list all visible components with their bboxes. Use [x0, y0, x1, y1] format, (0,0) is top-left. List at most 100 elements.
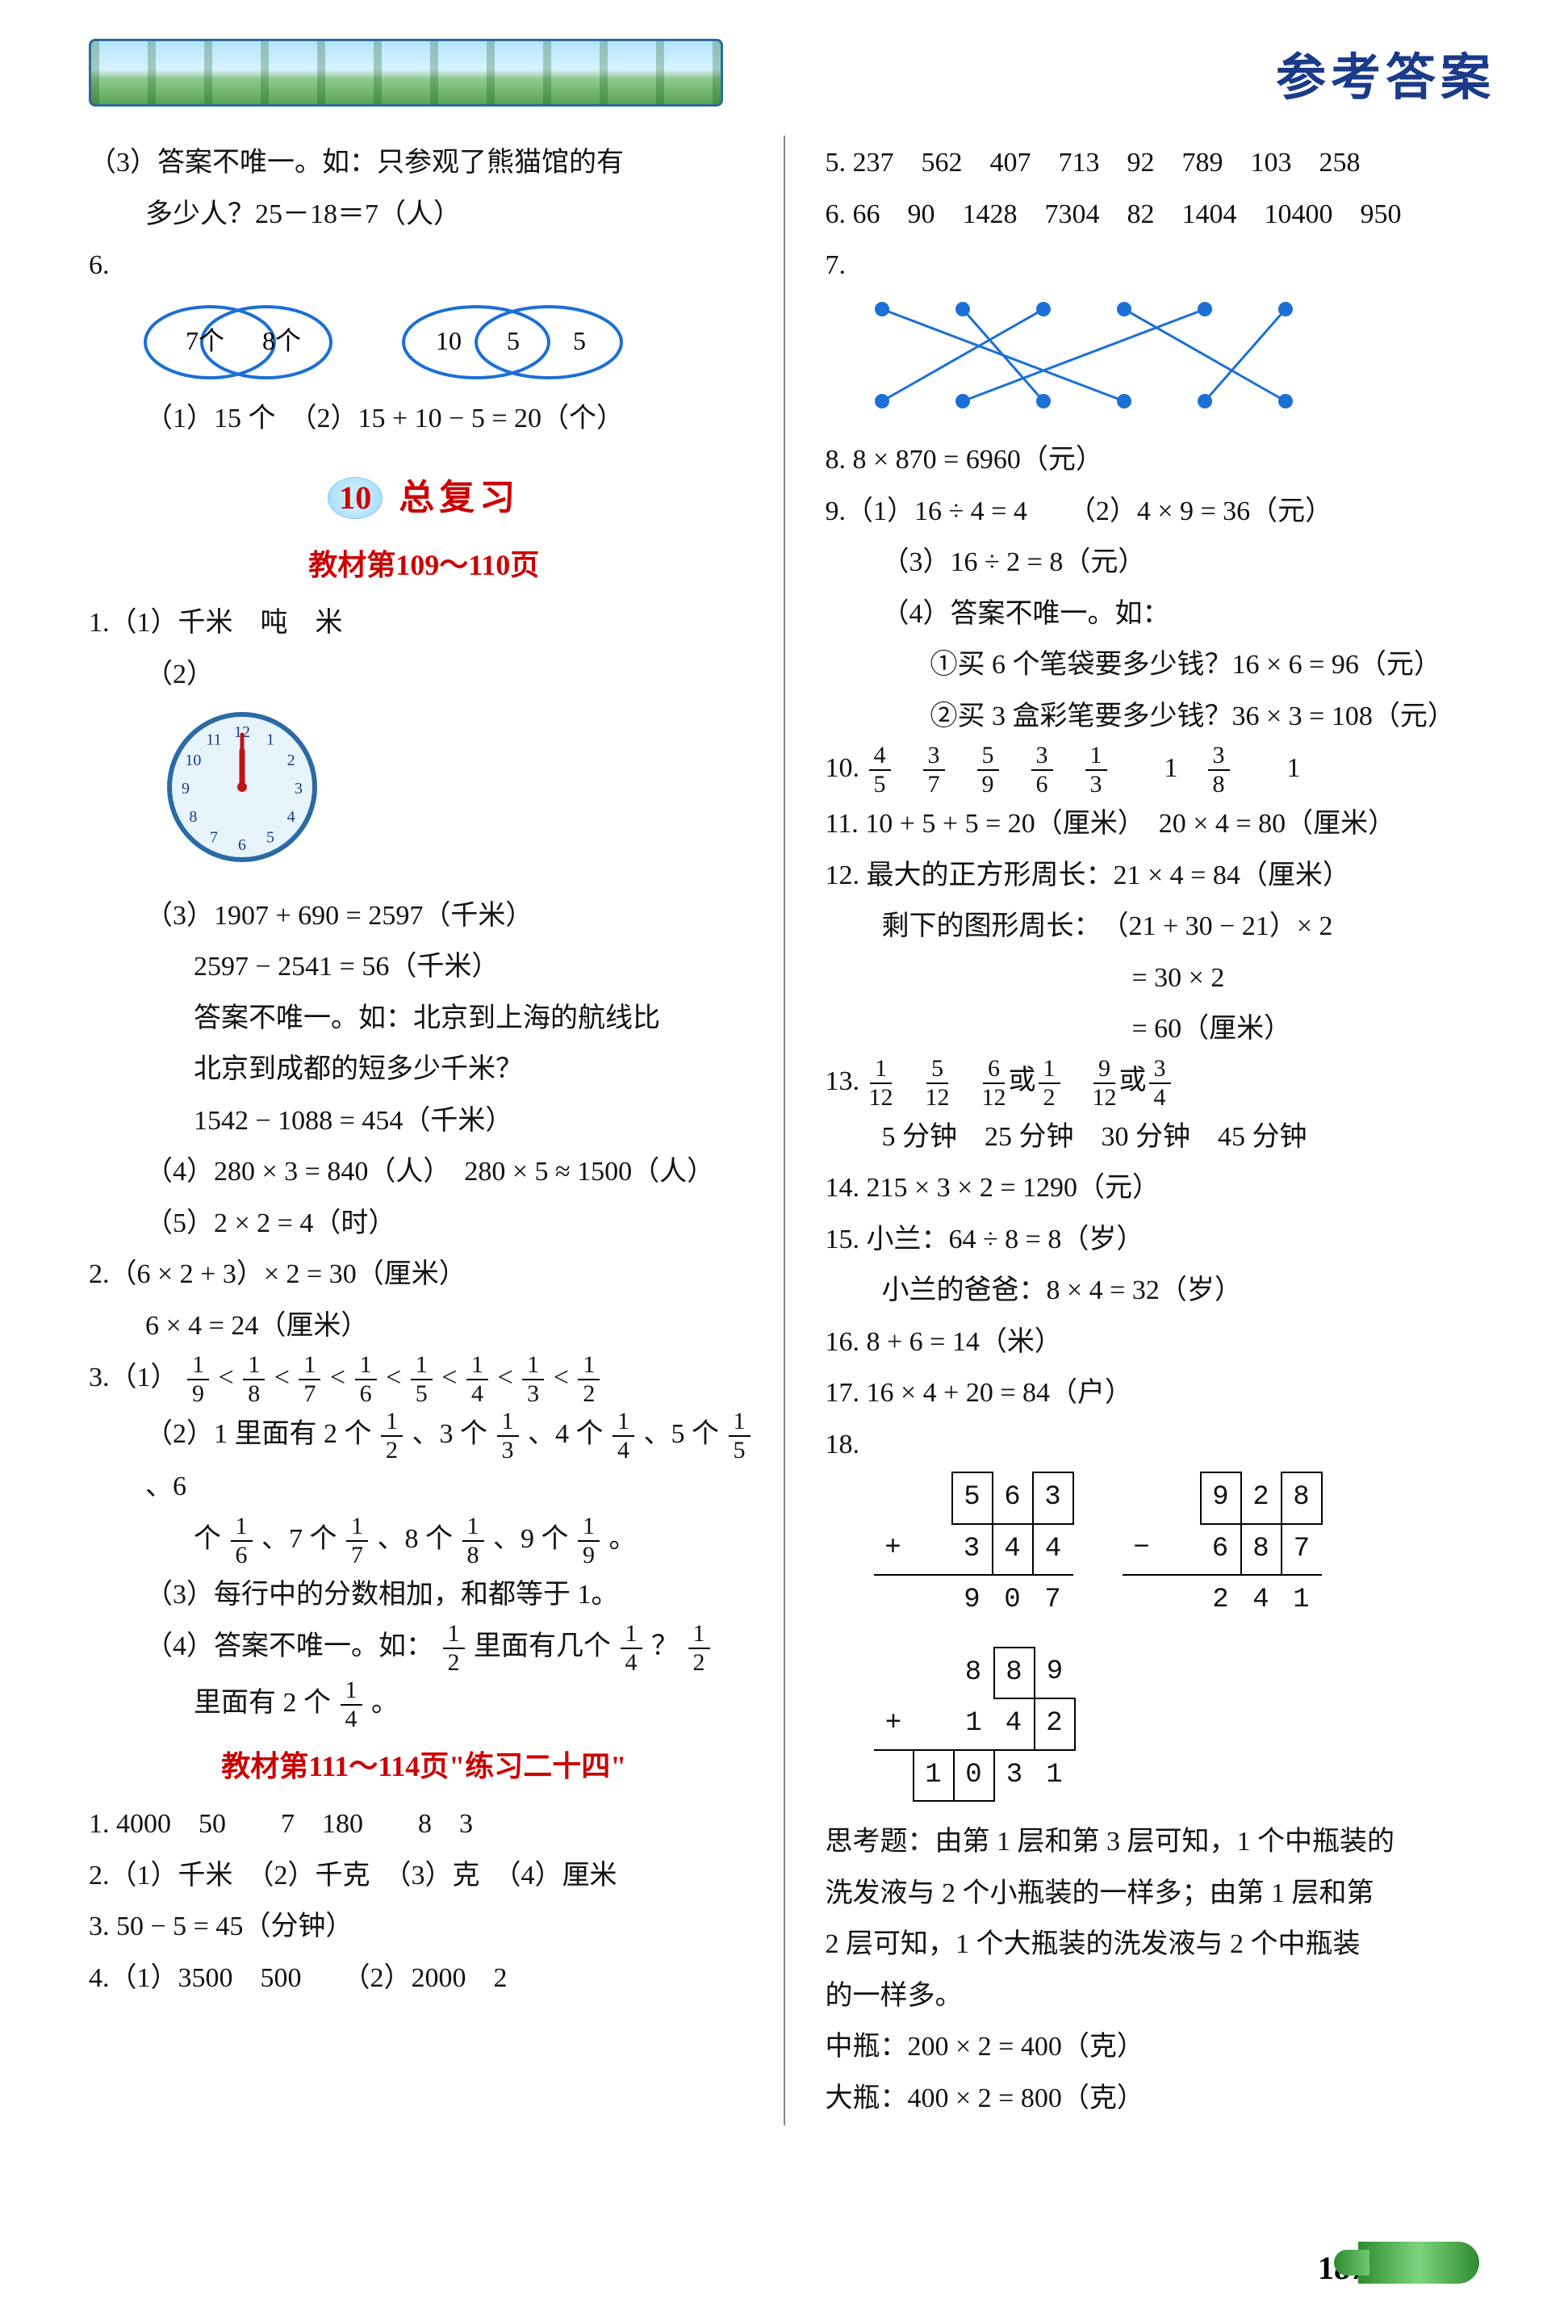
text: 2.（6 × 2 + 3）× 2 = 30（厘米） — [89, 1250, 759, 1299]
fraction: 12 — [381, 1409, 403, 1463]
text: 14. 215 × 3 × 2 = 1290（元） — [826, 1164, 1496, 1212]
fraction: 17 — [299, 1353, 320, 1406]
text: 1. 4000 50 7 180 8 3 — [89, 1800, 759, 1849]
text: 6. 66 90 1428 7304 82 1404 10400 950 — [826, 191, 1496, 239]
label: 13. — [826, 1066, 860, 1095]
fraction-sequence: 19 < 18 < 17 < 16 < 15 < 14 < 13 < 12 — [185, 1363, 602, 1392]
text: 11. 10 + 5 + 5 = 20（厘米） 20 × 4 = 80（厘米） — [826, 800, 1496, 848]
text: 1.（1）千米 吨 米 — [89, 599, 759, 647]
fraction: 17 — [346, 1514, 368, 1568]
fraction: 13 — [1085, 743, 1107, 797]
text: 3. 50 − 5 = 45（分钟） — [89, 1903, 759, 1951]
label: 10. — [826, 753, 860, 783]
text: （4）答案不唯一。如： — [826, 590, 1496, 639]
section-title: 总复习 — [399, 467, 520, 529]
text: = 30 × 2 — [826, 954, 1496, 1003]
svg-text:8: 8 — [189, 808, 197, 826]
arithmetic-c: 889+1421031 — [874, 1647, 1076, 1803]
text: 1542 − 1088 = 454（千米） — [89, 1097, 759, 1145]
text: 大瓶：400 × 2 = 800（克） — [826, 2075, 1496, 2123]
text: （2） — [89, 651, 759, 699]
text: 5 分钟 25 分钟 30 分钟 45 分钟 — [826, 1113, 1496, 1162]
svg-text:7: 7 — [210, 829, 218, 847]
text: 2.（1）千米 （2）千克 （3）克 （4）厘米 — [89, 1852, 759, 1900]
arithmetic-block-row1: 563+344907 928−687241 — [874, 1472, 1496, 1626]
text: 北京到成都的短多少千米？ — [89, 1045, 759, 1094]
label: 3.（1） — [89, 1363, 178, 1392]
text: 17. 16 × 4 + 20 = 84（户） — [826, 1369, 1496, 1417]
fraction: 19 — [578, 1514, 600, 1568]
fraction: 38 — [1208, 743, 1230, 797]
text: 答案不唯一。如：北京到上海的航线比 — [89, 995, 759, 1043]
fraction: 14 — [341, 1678, 362, 1731]
text: 洗发液与 2 个小瓶装的一样多；由第 1 层和第 — [826, 1870, 1496, 1918]
text: 。 — [371, 1688, 399, 1718]
text: （5）2 × 2 = 4（时） — [89, 1200, 759, 1248]
fraction: 18 — [243, 1353, 265, 1406]
text: （3）1907 + 690 = 2597（千米） — [89, 892, 759, 940]
text: （1）15 个 （2）15 + 10 − 5 = 20（个） — [89, 395, 759, 443]
fraction: 112 — [869, 1057, 893, 1110]
venn2-c: 5 — [573, 326, 586, 355]
fraction: 13 — [497, 1409, 519, 1463]
svg-text:4: 4 — [287, 808, 295, 826]
text: 个 — [194, 1523, 221, 1553]
fraction: 16 — [231, 1514, 253, 1568]
text: 。 — [609, 1523, 637, 1553]
venn2-b: 5 — [507, 326, 520, 355]
fraction-list: 45 37 59 36 13 1 38 1 — [867, 753, 1301, 783]
text: 18. — [826, 1421, 1496, 1469]
text: 剩下的图形周长： （21 + 30 − 21）× 2 — [826, 902, 1496, 951]
fraction: 45 — [869, 743, 891, 797]
fraction-row-2a: （2）1 里面有 2 个 12 、3 个 13 、4 个 14 、5 个 15 … — [89, 1409, 759, 1511]
text: （3）16 ÷ 2 = 8（元） — [826, 538, 1496, 587]
text: 、9 个 — [493, 1523, 569, 1553]
fraction: 59 — [977, 743, 999, 797]
text: 思考题：由第 1 层和第 3 层可知，1 个中瓶装的 — [826, 1818, 1496, 1866]
venn-diagram-1: 7个 8个 — [129, 298, 339, 387]
fraction: 12 — [1039, 1057, 1060, 1110]
svg-text:1: 1 — [266, 731, 274, 748]
fraction-inequality: 3.（1） 19 < 18 < 17 < 16 < 15 < 14 < 13 <… — [89, 1353, 759, 1406]
fraction: 512 — [926, 1057, 950, 1110]
arithmetic-block-row2: 889+1421031 — [874, 1647, 1496, 1803]
fraction: 16 — [355, 1353, 377, 1406]
fraction: 14 — [613, 1409, 634, 1463]
venn1-b: 8个 — [262, 326, 301, 355]
arithmetic-a: 563+344907 — [874, 1472, 1074, 1626]
fraction: 36 — [1031, 743, 1053, 797]
fraction: 12 — [578, 1353, 600, 1406]
section-heading: 10 总复习 — [89, 467, 759, 529]
fraction-row-2b: 个 16 、7 个 17 、8 个 18 、9 个 19 。 — [89, 1514, 759, 1568]
fraction: 912 — [1093, 1057, 1117, 1110]
page: 参考答案 （3）答案不唯一。如：只参观了熊猫馆的有 多少人？25－18＝7（人）… — [0, 0, 1568, 2324]
text: 、8 个 — [378, 1523, 454, 1553]
q13-fractions: 13. 112 512 612或12 912或34 — [826, 1057, 1496, 1110]
fraction: 12 — [688, 1622, 710, 1675]
clock-icon: 123456789101112 — [161, 706, 323, 868]
page-header: 参考答案 — [89, 32, 1495, 113]
svg-text:11: 11 — [206, 731, 221, 748]
venn-diagrams: 7个 8个 10 5 5 — [129, 298, 759, 387]
clock-figure: 123456789101112 — [161, 706, 759, 884]
text: （3）答案不唯一。如：只参观了熊猫馆的有 — [89, 139, 759, 187]
text: 5. 237 562 407 713 92 789 103 258 — [826, 139, 1496, 187]
fraction: 15 — [729, 1409, 751, 1463]
text: 、4 个 — [528, 1419, 604, 1449]
svg-text:10: 10 — [185, 752, 201, 769]
fraction: 37 — [923, 743, 945, 797]
text: 2 层可知，1 个大瓶装的洗发液与 2 个中瓶装 — [826, 1920, 1496, 1969]
text: 、7 个 — [261, 1523, 337, 1553]
text: 4.（1）3500 500 （2）2000 2 — [89, 1954, 759, 2003]
text: 2597 − 2541 = 56（千米） — [89, 943, 759, 991]
text: 、5 个 — [644, 1419, 720, 1449]
text: ①买 6 个笔袋要多少钱？16 × 6 = 96（元） — [826, 641, 1496, 689]
text: 多少人？25－18＝7（人） — [89, 191, 759, 239]
text: 12. 最大的正方形周长：21 × 4 = 84（厘米） — [826, 852, 1496, 900]
fraction: 14 — [621, 1622, 642, 1675]
q3-4a: （4）答案不唯一。如： 12 里面有几个 14 ？ 12 — [89, 1622, 759, 1675]
text: 15. 小兰：64 ÷ 8 = 8（岁） — [826, 1216, 1496, 1264]
fraction: 14 — [466, 1353, 488, 1406]
section-number: 10 — [328, 477, 383, 519]
text: 6. — [89, 241, 759, 290]
